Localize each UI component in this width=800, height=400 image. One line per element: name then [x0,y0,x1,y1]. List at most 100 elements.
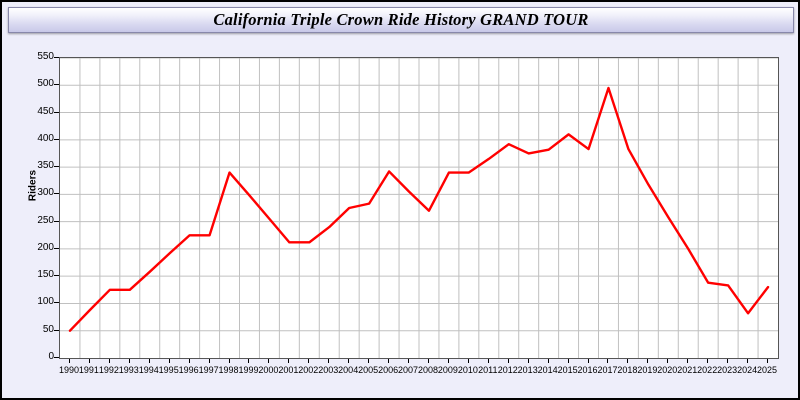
x-tick-label: 2022 [697,365,718,375]
y-tick-mark [54,57,59,58]
y-tick-mark [54,220,59,222]
x-tick-mark [427,358,429,363]
x-tick-label: 2000 [258,365,279,375]
x-tick-label: 2009 [437,365,458,375]
x-tick-mark [188,358,190,363]
y-tick-label: 250 [37,214,54,226]
x-tick-mark [747,358,749,363]
y-tick-label: 400 [37,132,54,144]
x-tick-label: 2014 [537,365,558,375]
x-tick-label: 2025 [757,365,778,375]
y-tick-mark [54,193,59,195]
x-tick-mark [727,358,729,363]
x-tick-label: 2005 [358,365,379,375]
y-tick-mark [54,329,59,331]
x-tick-mark [248,358,250,363]
y-tick-mark [54,247,59,249]
x-tick-label: 1995 [158,365,179,375]
y-tick-label: 0 [48,351,54,362]
x-tick-mark [88,358,90,363]
y-tick-label: 500 [37,78,54,90]
x-tick-mark [308,358,310,363]
x-tick-mark [228,358,230,363]
x-tick-mark [707,358,709,363]
x-tick-label: 2003 [318,365,339,375]
x-tick-mark [767,358,769,363]
y-tick-mark [54,138,59,140]
x-tick-label: 2004 [338,365,359,375]
x-tick-label: 1991 [78,365,99,375]
x-tick-label: 2020 [657,365,678,375]
x-tick-mark [348,358,350,363]
x-tick-label: 1992 [98,365,119,375]
y-tick-label: 350 [37,160,54,172]
x-tick-label: 2006 [378,365,399,375]
x-tick-mark [447,358,449,363]
x-tick-mark [527,358,529,363]
x-tick-label: 2023 [717,365,738,375]
x-tick-label: 1996 [178,365,199,375]
y-tick-label: 50 [42,323,54,335]
x-tick-mark [108,358,110,363]
x-tick-label: 2012 [497,365,518,375]
x-tick-label: 2010 [457,365,478,375]
x-tick-mark [268,358,270,363]
x-tick-label: 1993 [118,365,139,375]
x-tick-mark [627,358,629,363]
y-tick-label: 150 [37,269,54,281]
x-tick-mark [288,358,290,363]
x-tick-mark [607,358,609,363]
title-bar: California Triple Crown Ride History GRA… [8,7,794,33]
x-tick-label: 1997 [198,365,219,375]
x-tick-mark [128,358,130,363]
x-tick-label: 1998 [218,365,239,375]
y-tick-label: 550 [37,51,54,62]
plot-area [59,57,779,359]
x-tick-label: 1999 [238,365,259,375]
y-tick-label: 200 [37,241,54,253]
x-tick-label: 2018 [617,365,638,375]
x-tick-label: 2019 [637,365,658,375]
y-tick-label: 100 [37,296,54,308]
x-tick-label: 2016 [577,365,598,375]
x-tick-mark [148,358,150,363]
y-tick-mark [54,302,59,304]
x-tick-label: 2001 [278,365,299,375]
x-tick-label: 1994 [138,365,159,375]
x-tick-label: 2002 [298,365,319,375]
y-tick-label: 300 [37,187,54,199]
y-tick-label: 450 [37,105,54,117]
x-tick-label: 2017 [597,365,618,375]
y-tick-mark [54,166,59,168]
y-tick-mark [54,275,59,277]
x-tick-mark [168,358,170,363]
x-tick-mark [328,358,330,363]
grid-lines [60,58,778,358]
x-tick-label: 2015 [557,365,578,375]
x-tick-label: 2008 [417,365,438,375]
x-tick-label: 2021 [677,365,698,375]
y-tick-mark [54,357,59,358]
x-tick-label: 2024 [737,365,758,375]
x-tick-mark [687,358,689,363]
x-tick-label: 2007 [398,365,419,375]
x-tick-label: 2013 [517,365,538,375]
y-tick-mark [54,111,59,113]
x-tick-mark [208,358,210,363]
x-tick-mark [567,358,569,363]
x-tick-mark [507,358,509,363]
x-tick-mark [388,358,390,363]
y-tick-mark [54,84,59,86]
x-tick-mark [647,358,649,363]
x-tick-mark [487,358,489,363]
x-tick-label: 2011 [478,365,498,375]
x-tick-mark [408,358,410,363]
x-tick-mark [547,358,549,363]
series-riders-line [68,86,770,332]
x-tick-mark [587,358,589,363]
x-tick-mark [467,358,469,363]
page-title: California Triple Crown Ride History GRA… [213,10,589,29]
x-tick-mark [68,358,70,363]
